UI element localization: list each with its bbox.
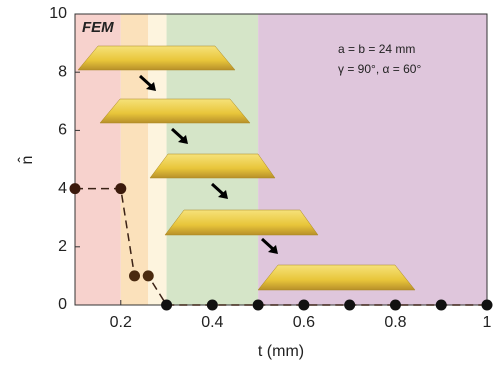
y-tick-label: 2 bbox=[58, 238, 67, 255]
x-tick-label: 0.8 bbox=[384, 314, 406, 331]
y-tick-label: 8 bbox=[58, 63, 67, 80]
data-point bbox=[161, 300, 172, 311]
chart: 0.20.40.60.810246810 FEM a = b = 24 mm γ… bbox=[0, 0, 498, 367]
annotation: a = b = 24 mm bbox=[338, 42, 415, 56]
region bbox=[258, 14, 487, 305]
x-tick-label: 0.2 bbox=[110, 314, 132, 331]
x-tick-label: 1 bbox=[483, 314, 492, 331]
data-point bbox=[390, 300, 401, 311]
data-point bbox=[129, 270, 140, 281]
data-point bbox=[436, 300, 447, 311]
data-point bbox=[207, 300, 218, 311]
y-axis-label: n̂ bbox=[17, 156, 37, 165]
data-point bbox=[482, 300, 493, 311]
data-point bbox=[253, 300, 264, 311]
x-tick-label: 0.6 bbox=[293, 314, 315, 331]
y-tick-label: 6 bbox=[58, 122, 67, 139]
y-tick-label: 0 bbox=[58, 296, 67, 313]
data-point bbox=[143, 270, 154, 281]
data-point bbox=[70, 183, 81, 194]
x-axis-label: t (mm) bbox=[258, 343, 304, 360]
y-tick-label: 10 bbox=[49, 5, 67, 22]
y-tick-label: 4 bbox=[58, 180, 67, 197]
x-tick-label: 0.4 bbox=[201, 314, 223, 331]
annotation: FEM bbox=[82, 19, 114, 36]
data-point bbox=[298, 300, 309, 311]
annotation: γ = 90°, α = 60° bbox=[338, 62, 421, 76]
data-point bbox=[115, 183, 126, 194]
data-point bbox=[344, 300, 355, 311]
